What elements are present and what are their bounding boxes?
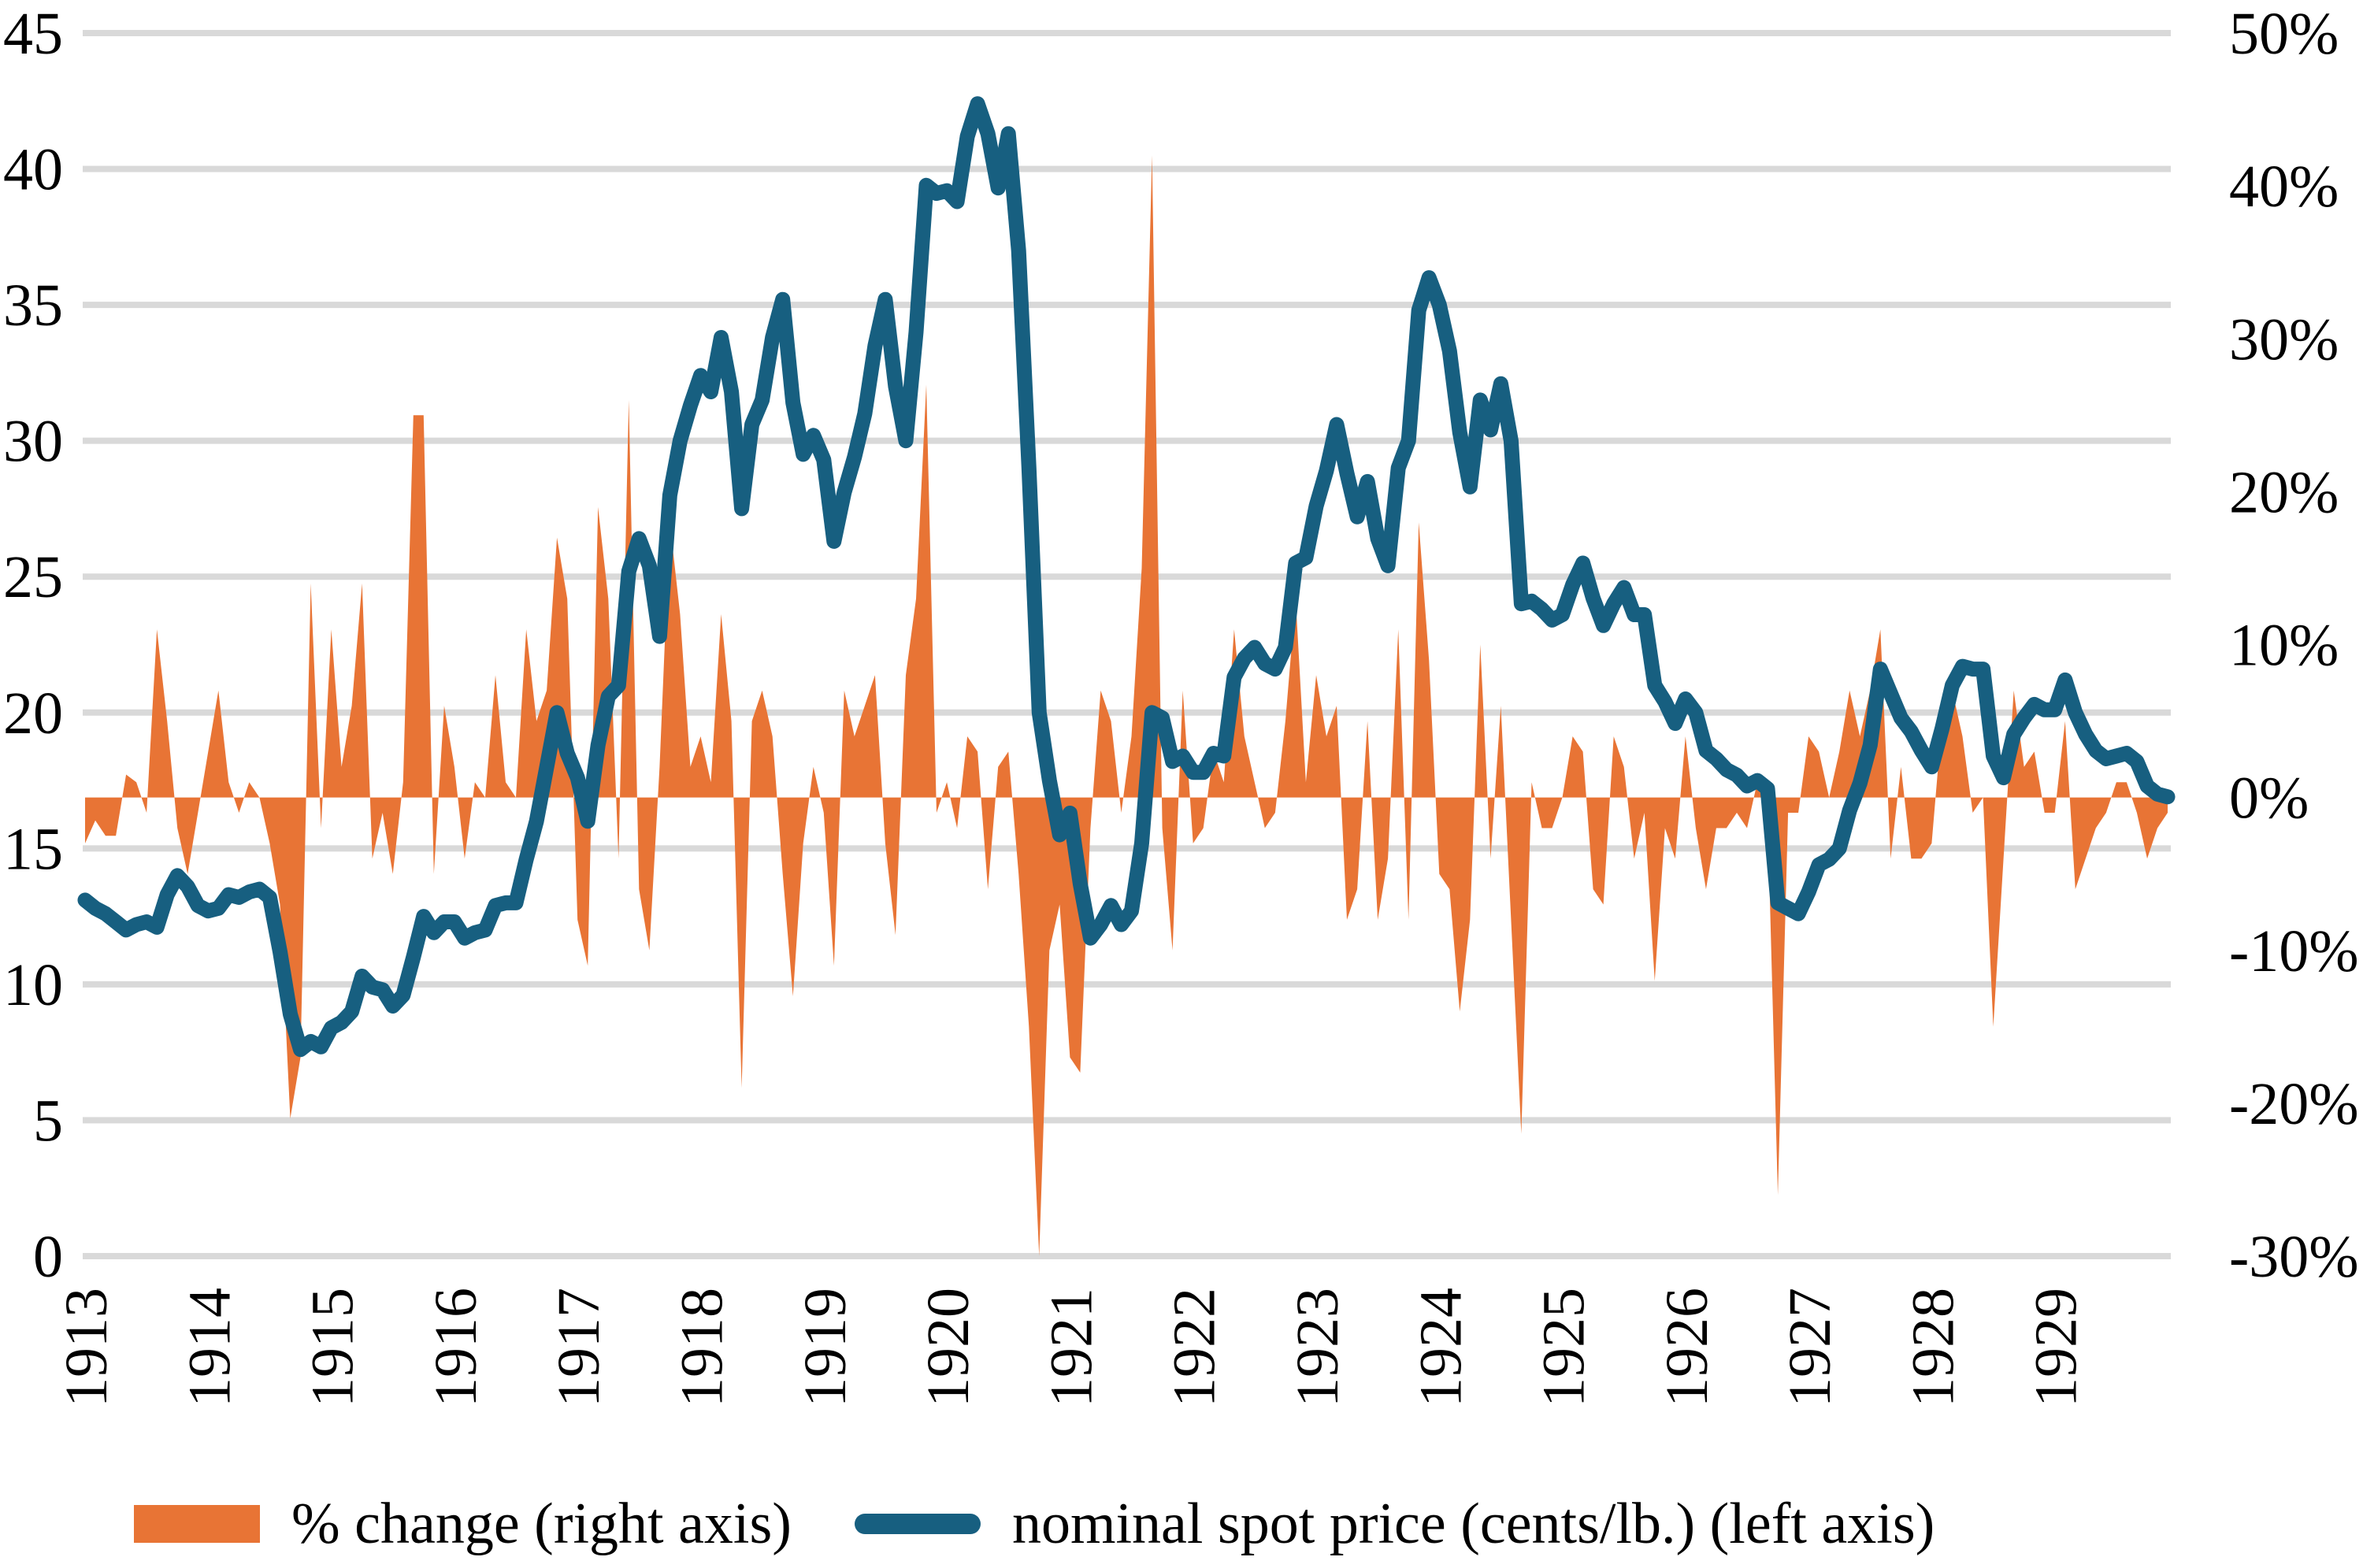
svg-text:15: 15 <box>3 816 63 882</box>
legend-item-percent-change: % change (right axis) <box>134 1491 792 1558</box>
svg-text:-30%: -30% <box>2229 1224 2359 1290</box>
svg-text:1914: 1914 <box>176 1288 243 1407</box>
svg-text:1915: 1915 <box>300 1288 366 1407</box>
svg-text:1919: 1919 <box>792 1288 859 1407</box>
svg-text:1929: 1929 <box>2024 1288 2090 1407</box>
svg-text:35: 35 <box>3 272 63 339</box>
svg-text:0: 0 <box>33 1224 63 1290</box>
svg-text:1924: 1924 <box>1408 1288 1474 1407</box>
svg-text:1927: 1927 <box>1777 1288 1843 1407</box>
svg-text:1913: 1913 <box>54 1288 120 1407</box>
svg-text:1918: 1918 <box>669 1288 735 1407</box>
svg-text:30%: 30% <box>2229 306 2339 373</box>
svg-text:10%: 10% <box>2229 613 2339 679</box>
svg-text:1922: 1922 <box>1162 1288 1228 1407</box>
x-axis-tick-labels: 1913 1914 1915 1916 1917 1918 1919 1920 1921 1922… <box>54 1288 2090 1407</box>
svg-text:20%: 20% <box>2229 459 2339 525</box>
legend-label-spot-price: nominal spot price (cents/lb.) (left axi… <box>1011 1491 1935 1556</box>
svg-text:1925: 1925 <box>1531 1288 1597 1407</box>
svg-text:25: 25 <box>3 544 63 610</box>
left-axis-tick-labels: 0 5 10 15 20 25 30 35 40 45 <box>3 1 63 1290</box>
svg-text:1920: 1920 <box>915 1288 981 1407</box>
legend: % change (right axis) nominal spot price… <box>134 1488 1935 1559</box>
svg-text:45: 45 <box>3 1 63 67</box>
svg-text:5: 5 <box>33 1088 63 1154</box>
gridlines <box>83 30 2171 1259</box>
svg-text:30: 30 <box>3 409 63 475</box>
svg-text:-10%: -10% <box>2229 918 2359 984</box>
svg-text:40: 40 <box>3 137 63 203</box>
svg-text:1928: 1928 <box>1900 1288 1966 1407</box>
svg-text:1916: 1916 <box>423 1288 489 1407</box>
svg-text:20: 20 <box>3 680 63 747</box>
svg-text:0%: 0% <box>2229 765 2309 832</box>
svg-text:1926: 1926 <box>1654 1288 1720 1407</box>
svg-text:50%: 50% <box>2229 1 2339 67</box>
blue-line-swatch-icon <box>854 1514 981 1534</box>
svg-text:1917: 1917 <box>546 1288 612 1407</box>
orange-area-swatch-icon <box>134 1505 260 1543</box>
spot-price-line-series <box>77 96 2176 1058</box>
svg-text:10: 10 <box>3 952 63 1018</box>
svg-text:40%: 40% <box>2229 154 2339 220</box>
legend-item-spot-price: nominal spot price (cents/lb.) (left axi… <box>792 1491 1935 1558</box>
svg-text:-20%: -20% <box>2229 1071 2359 1137</box>
right-axis-tick-labels: -30% -20% -10% 0% 10% 20% 30% 40% 50% <box>2229 1 2359 1290</box>
svg-text:1923: 1923 <box>1285 1288 1351 1407</box>
legend-label-percent-change: % change (right axis) <box>291 1491 792 1556</box>
svg-text:1921: 1921 <box>1038 1288 1104 1407</box>
percent-change-area-series <box>85 155 2168 1256</box>
